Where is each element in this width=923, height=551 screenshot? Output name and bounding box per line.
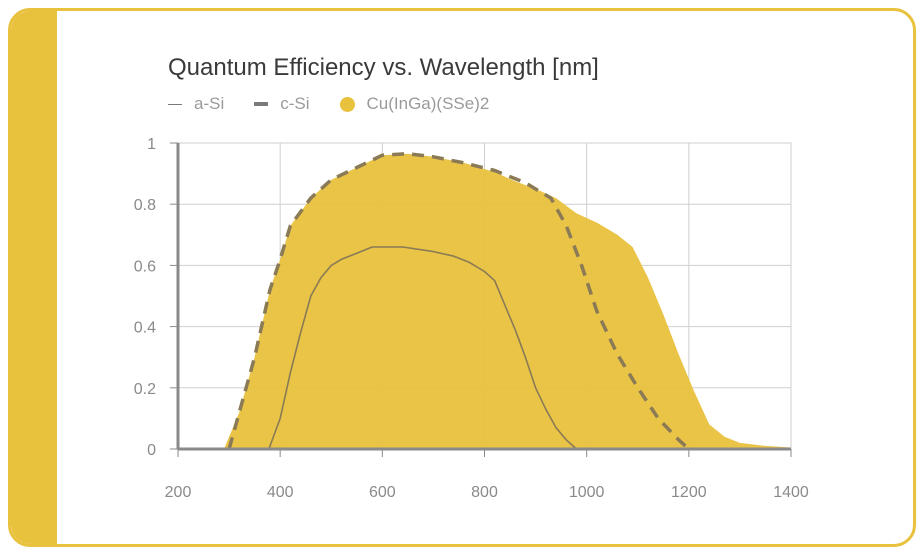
series-line-c-si [227, 151, 690, 451]
y-tick-label: 1 [147, 136, 156, 153]
legend-item-c-si: c-Si [254, 94, 310, 114]
chart-title: Quantum Efficiency vs. Wavelength [nm] [168, 54, 599, 81]
x-tick-label: 1000 [569, 484, 605, 501]
series-area-cigs [224, 153, 791, 449]
x-tick-label: 400 [267, 484, 294, 501]
y-tick-label: 0 [147, 442, 156, 459]
legend-item-cigs: Cu(InGa)(SSe)2 [339, 94, 490, 114]
x-tick-label: 600 [369, 484, 396, 501]
legend-swatch-dashed-line [254, 102, 269, 106]
legend-label-cigs: Cu(InGa)(SSe)2 [366, 94, 490, 113]
x-tick-label: 800 [471, 484, 498, 501]
y-tick-label: 0.2 [134, 381, 156, 398]
x-tick-label: 200 [165, 484, 192, 501]
legend-label-a-si: a-Si [194, 94, 225, 113]
y-tick-label: 0.6 [134, 258, 156, 275]
legend-swatch-dot [339, 96, 355, 112]
y-tick-label: 0.4 [134, 320, 156, 337]
legend-swatch-thin-line [168, 103, 182, 105]
legend-label-c-si: c-Si [280, 94, 310, 113]
x-tick-label: 1400 [773, 484, 809, 501]
y-tick-label: 0.8 [134, 197, 156, 214]
legend: a-Si c-Si Cu(InGa)(SSe)2 [168, 94, 519, 114]
x-tick-label: 1200 [671, 484, 707, 501]
series-line-a-si [268, 246, 578, 450]
legend-item-a-si: a-Si [168, 94, 224, 114]
side-accent-band [11, 11, 57, 544]
